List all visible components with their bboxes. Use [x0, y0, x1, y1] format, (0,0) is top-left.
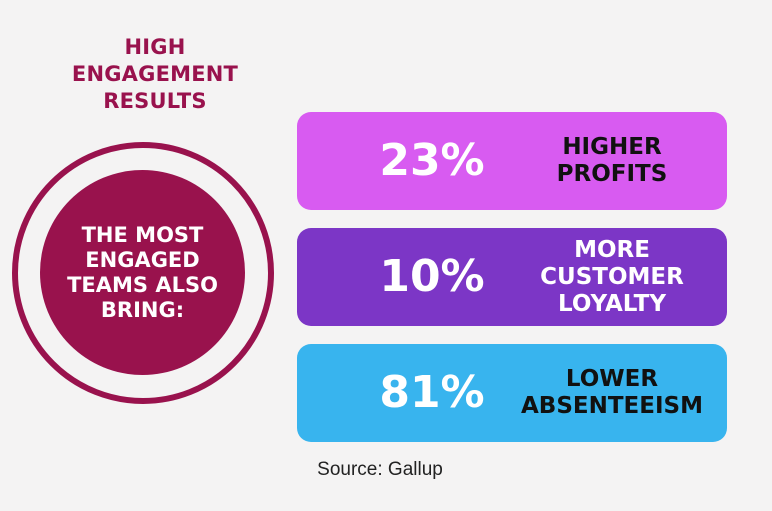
stat-label-line: HIGHER [562, 134, 662, 160]
stat-label-line: PROFITS [556, 161, 668, 187]
circle-badge: THE MOST ENGAGED TEAMS ALSO BRING: [40, 170, 245, 375]
stat-label-line: ABSENTEEISM [521, 393, 703, 419]
stat-label: MORE CUSTOMER LOYALTY [497, 228, 727, 326]
circle-line-4: BRING: [100, 297, 185, 322]
stat-card-loyalty: 10% MORE CUSTOMER LOYALTY [297, 228, 727, 326]
title-line-2: ENGAGEMENT [71, 62, 239, 86]
source-caption: Source: Gallup [317, 459, 443, 480]
stat-label-line: LOYALTY [557, 290, 666, 317]
stat-value: 23% [379, 135, 485, 186]
stat-card-absenteeism: 81% LOWER ABSENTEEISM [297, 344, 727, 442]
circle-line-3: TEAMS ALSO [67, 272, 218, 297]
stat-label: LOWER ABSENTEEISM [497, 344, 727, 442]
stat-label: HIGHER PROFITS [497, 112, 727, 210]
stat-label-line: CUSTOMER [540, 263, 684, 290]
title-line-3: RESULTS [103, 89, 207, 113]
circle-line-1: THE MOST [81, 222, 204, 247]
stat-value: 81% [379, 367, 485, 418]
title-line-1: HIGH [124, 35, 186, 59]
page-title: HIGH ENGAGEMENT RESULTS [40, 34, 270, 115]
stat-value: 10% [379, 251, 485, 302]
stat-card-profits: 23% HIGHER PROFITS [297, 112, 727, 210]
stat-label-line: LOWER [565, 366, 659, 392]
stat-label-line: MORE [574, 236, 650, 263]
circle-line-2: ENGAGED [85, 247, 200, 272]
